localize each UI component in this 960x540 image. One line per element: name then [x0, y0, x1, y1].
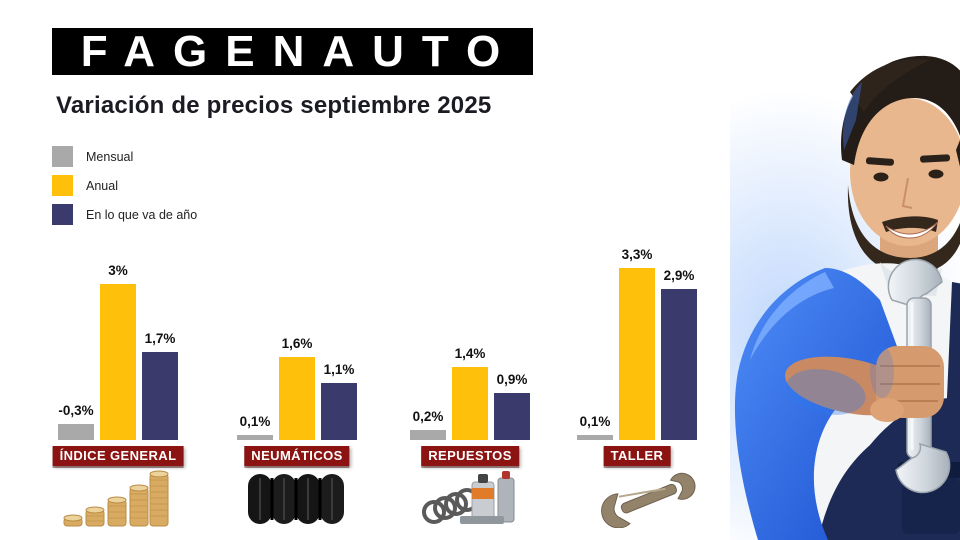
- bar-anual-repuestos: [452, 367, 488, 440]
- bar-mensual-taller: [577, 434, 613, 440]
- bar-en-lo-que-va-de-ano-indice-general: [142, 351, 178, 440]
- bar-value-label: 1,1%: [323, 361, 355, 377]
- bar-value-label: 3,3%: [621, 247, 653, 263]
- bar-value-label: -0,3%: [58, 403, 94, 419]
- bar-anual-taller: [619, 268, 655, 440]
- page-title: Variación de precios septiembre 2025: [56, 92, 492, 119]
- bar-en-lo-que-va-de-ano-repuestos: [494, 393, 530, 440]
- bar-value-label: 1,7%: [144, 330, 176, 346]
- bar-value-label: 1,4%: [454, 346, 486, 362]
- bar-anual-neumaticos: [279, 356, 315, 440]
- legend-swatch-anual: [52, 175, 73, 196]
- legend-label: Anual: [86, 178, 118, 193]
- mechanic-photo: [730, 55, 960, 540]
- bar-value-label: 2,9%: [663, 268, 695, 284]
- legend-item-anual: Anual: [52, 175, 197, 196]
- car-parts-icon: [422, 471, 515, 524]
- tires-icon: [248, 474, 344, 524]
- category-label-neumaticos: NEUMÁTICOS: [244, 446, 350, 466]
- bar-value-label: 1,6%: [281, 335, 313, 351]
- bar-mensual-repuestos: [410, 429, 446, 440]
- bar-mensual-indice-general: [58, 424, 94, 440]
- category-label-indice-general: ÍNDICE GENERAL: [52, 446, 184, 466]
- category-label-taller: TALLER: [603, 446, 671, 466]
- legend-swatch-mensual: [52, 146, 73, 167]
- logo-text: FAGENAUTO: [80, 27, 519, 76]
- bar-mensual-neumaticos: [237, 434, 273, 440]
- legend-item-mensual: Mensual: [52, 146, 197, 167]
- legend-item-ytd: En lo que va de año: [52, 204, 197, 225]
- bar-anual-indice-general: [100, 284, 136, 440]
- bar-value-label: 3%: [108, 263, 128, 278]
- bar-en-lo-que-va-de-ano-taller: [661, 289, 697, 440]
- wrench-icon: [601, 472, 696, 528]
- legend-label: Mensual: [86, 149, 134, 164]
- legend-swatch-ytd: [52, 204, 73, 225]
- bar-en-lo-que-va-de-ano-neumaticos: [321, 382, 357, 440]
- bar-value-label: 0,1%: [579, 413, 611, 429]
- legend-label: En lo que va de año: [86, 207, 198, 222]
- category-label-repuestos: REPUESTOS: [421, 446, 519, 466]
- bar-value-label: 0,9%: [496, 372, 528, 388]
- coins-icon: [63, 470, 169, 527]
- chart-legend: Mensual Anual En lo que va de año: [52, 146, 197, 233]
- fagenauto-logo: FAGENAUTO: [52, 28, 533, 75]
- bar-value-label: 0,1%: [239, 413, 271, 429]
- bar-value-label: 0,2%: [412, 408, 444, 424]
